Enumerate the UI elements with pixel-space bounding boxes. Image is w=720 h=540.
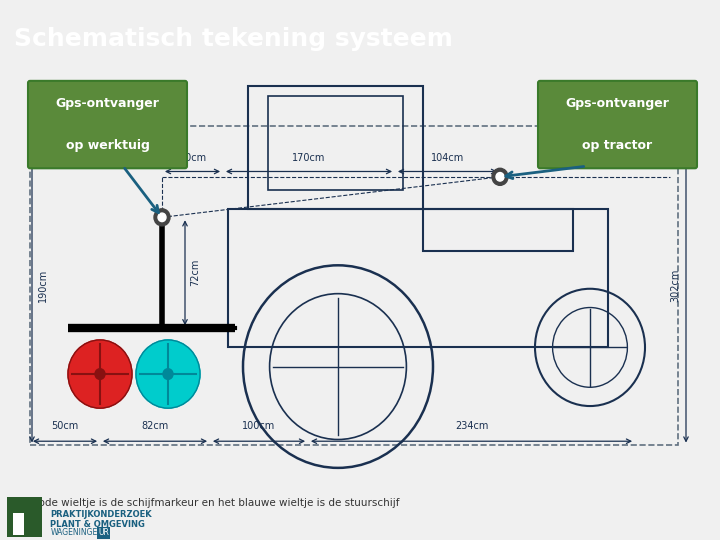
Text: 104cm: 104cm (431, 153, 464, 163)
Circle shape (163, 369, 173, 380)
Bar (423, 209, 573, 252)
Text: 302cm: 302cm (670, 269, 680, 302)
Circle shape (492, 168, 508, 185)
FancyBboxPatch shape (28, 81, 187, 168)
Circle shape (95, 369, 105, 380)
Bar (30, 126, 678, 446)
Text: 50cm: 50cm (51, 421, 78, 430)
FancyBboxPatch shape (538, 81, 697, 168)
Text: 60cm: 60cm (179, 153, 206, 163)
Circle shape (496, 173, 504, 181)
Text: 190cm: 190cm (38, 269, 48, 302)
Text: UR: UR (98, 528, 109, 537)
Text: het rode wieltje is de schijfmarkeur en het blauwe wieltje is de stuurschijf: het rode wieltje is de schijfmarkeur en … (14, 497, 400, 508)
Bar (248, 86, 423, 209)
Circle shape (136, 340, 200, 408)
Circle shape (158, 213, 166, 221)
Bar (228, 209, 608, 347)
Text: 170cm: 170cm (292, 153, 325, 163)
Text: 234cm: 234cm (455, 421, 488, 430)
Text: 82cm: 82cm (141, 421, 168, 430)
Bar (268, 96, 403, 190)
Text: PRAKTIJKONDERZOEK
PLANT & OMGEVING: PRAKTIJKONDERZOEK PLANT & OMGEVING (50, 510, 152, 529)
Text: WAGENINGEN: WAGENINGEN (50, 528, 104, 537)
Circle shape (154, 209, 170, 226)
Text: Schematisch tekening systeem: Schematisch tekening systeem (14, 26, 454, 51)
Text: Gps-ontvanger

op werktuig: Gps-ontvanger op werktuig (55, 97, 159, 152)
Circle shape (68, 340, 132, 408)
Text: 100cm: 100cm (243, 421, 276, 430)
Text: Gps-ontvanger

op tractor: Gps-ontvanger op tractor (566, 97, 670, 152)
Text: 72cm: 72cm (190, 259, 200, 286)
